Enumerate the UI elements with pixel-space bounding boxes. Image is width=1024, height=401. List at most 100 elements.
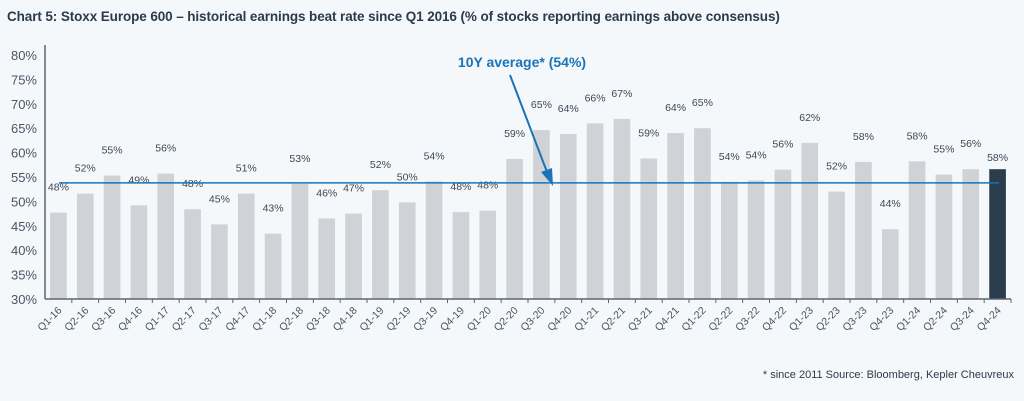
bar: [720, 181, 738, 299]
x-tick-label: Q1-20: [465, 305, 494, 334]
x-tick-label: Q2-18: [277, 305, 306, 334]
x-tick-label: Q1-23: [787, 305, 816, 334]
bar: [184, 209, 201, 299]
bar: [828, 191, 845, 299]
average-annotation: 10Y average* (54%): [458, 54, 586, 70]
x-tick-label: Q4-22: [760, 305, 789, 334]
x-tick-label: Q1-19: [357, 305, 386, 334]
y-tick-label: 50%: [11, 194, 37, 209]
x-tick-label: Q4-20: [545, 305, 574, 334]
bar: [50, 212, 67, 299]
data-label: 48%: [450, 181, 471, 193]
bar: [452, 212, 470, 299]
x-tick-label: Q4-23: [867, 305, 896, 334]
y-tick-label: 30%: [11, 292, 37, 307]
x-tick-label: Q1-16: [35, 305, 64, 334]
x-tick-label: Q3-24: [948, 305, 977, 334]
data-label: 47%: [343, 183, 364, 195]
data-label: 65%: [692, 97, 713, 109]
data-label: 59%: [504, 128, 525, 140]
bar: [130, 205, 148, 299]
x-tick-label: Q2-20: [492, 305, 521, 334]
average-line-group: 10Y average* (54%): [59, 54, 999, 186]
bar: [989, 169, 1006, 299]
data-label: 48%: [182, 178, 203, 190]
data-label: 48%: [48, 182, 69, 194]
data-label: 51%: [236, 163, 257, 175]
bar: [640, 158, 658, 299]
x-tick-label: Q2-22: [706, 305, 735, 334]
data-label: 64%: [665, 102, 686, 114]
data-label: 54%: [746, 149, 767, 161]
chart-title: Chart 5: Stoxx Europe 600 – historical e…: [7, 9, 780, 24]
data-label: 59%: [638, 127, 659, 139]
data-label: 58%: [987, 152, 1008, 164]
x-tick-label: Q3-19: [411, 305, 440, 334]
bar: [801, 142, 819, 299]
data-label: 58%: [853, 131, 874, 143]
bar: [345, 213, 362, 299]
y-tick-label: 35%: [11, 268, 37, 283]
data-label: 48%: [477, 180, 498, 192]
data-label: 46%: [316, 187, 337, 199]
x-tick-label: Q2-23: [814, 305, 843, 334]
data-label: 44%: [880, 198, 901, 210]
x-tick-label: Q3-21: [626, 305, 655, 334]
y-tick-label: 75%: [11, 72, 37, 87]
arrow-head-icon: [541, 168, 553, 186]
y-tick-label: 60%: [11, 146, 37, 161]
data-label: 66%: [585, 92, 606, 104]
bars-group: [50, 118, 1006, 299]
bar: [211, 224, 228, 299]
data-label: 54%: [719, 151, 740, 163]
x-tick-label: Q1-18: [250, 305, 279, 334]
data-label: 58%: [907, 130, 928, 142]
bar: [479, 210, 497, 299]
bar: [667, 133, 684, 299]
y-axis: 30% 35% 40% 45% 50% 55% 60% 65% 70% 75% 80%: [11, 45, 46, 307]
bar: [237, 193, 255, 299]
x-tick-label: Q3-22: [733, 305, 762, 334]
x-tick-label: Q2-24: [921, 305, 950, 334]
bar: [586, 123, 604, 299]
x-tick-label: Q3-20: [518, 305, 547, 334]
x-tick-label: Q2-21: [599, 305, 628, 334]
x-tick-label: Q3-23: [840, 305, 869, 334]
data-label: 49%: [128, 174, 149, 186]
arrow-line: [509, 74, 548, 173]
y-tick-label: 40%: [11, 243, 37, 258]
x-tick-label: Q2-17: [170, 305, 199, 334]
x-tick-label: Q1-22: [679, 305, 708, 334]
data-label: 56%: [772, 139, 793, 151]
x-tick-label: Q3-16: [89, 305, 118, 334]
data-label: 62%: [799, 112, 820, 124]
bar: [103, 175, 121, 299]
x-axis: Q1-16Q2-16Q3-16Q4-16Q1-17Q2-17Q3-17Q4-17…: [35, 298, 1012, 334]
data-label: 56%: [960, 138, 981, 150]
bar: [506, 158, 523, 299]
bar: [935, 174, 953, 299]
bar: [291, 183, 309, 299]
x-tick-label: Q3-17: [196, 305, 225, 334]
bar: [962, 169, 980, 299]
bar: [881, 229, 899, 299]
x-tick-label: Q4-16: [116, 305, 145, 334]
bar: [559, 134, 577, 299]
y-tick-label: 55%: [11, 170, 37, 185]
x-tick-label: Q1-24: [894, 305, 923, 334]
bar: [264, 233, 282, 299]
x-tick-label: Q4-21: [653, 305, 682, 334]
chart-footnote: * since 2011 Source: Bloomberg, Kepler C…: [762, 369, 1014, 381]
bar: [372, 190, 389, 299]
data-label: 55%: [933, 144, 954, 156]
data-label: 52%: [75, 163, 96, 175]
data-label: 54%: [424, 150, 445, 162]
x-tick-label: Q2-16: [62, 305, 91, 334]
bar: [774, 169, 792, 299]
data-label: 65%: [531, 99, 552, 111]
data-label: 55%: [102, 145, 123, 157]
x-tick-label: Q4-19: [438, 305, 467, 334]
x-tick-label: Q4-24: [975, 305, 1004, 334]
bar: [157, 173, 175, 299]
